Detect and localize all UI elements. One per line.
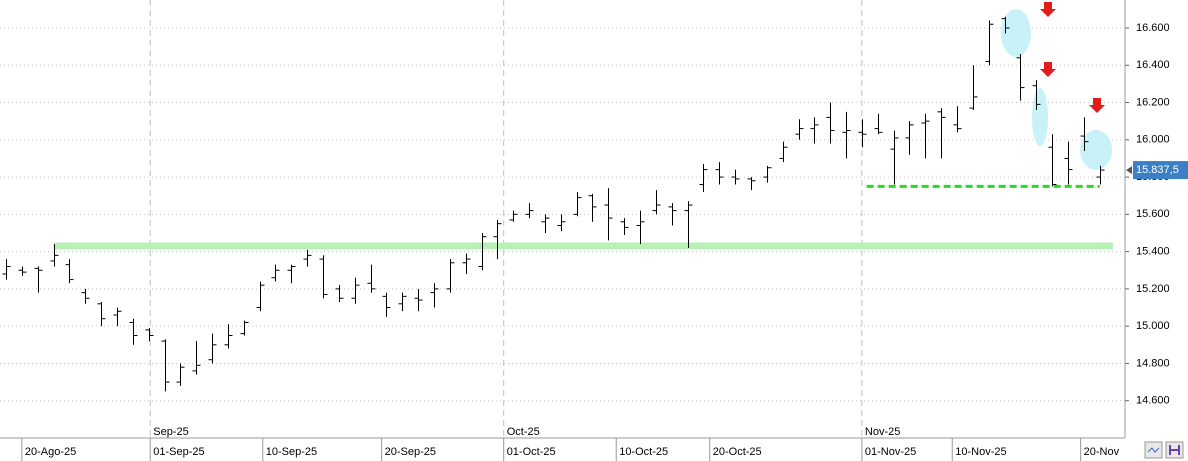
down-arrow [1040,62,1056,77]
x-tick-label: 01-Sep-25 [153,446,204,458]
x-tick-label: 20-Oct-25 [713,446,762,458]
x-tick-label: 10-Sep-25 [266,446,317,458]
highlight [1001,9,1031,57]
y-tick-label: 16.400 [1136,59,1170,71]
x-tick-label: 20-Nov [1084,446,1120,458]
x-tick-label: 10-Oct-25 [619,446,668,458]
annotations [1001,2,1112,170]
y-tick-label: 15.400 [1136,246,1170,258]
x-tick-label: 20-Sep-25 [385,446,436,458]
y-tick-label: 14.600 [1136,395,1170,407]
y-tick-label: 16.000 [1136,134,1170,146]
y-tick-label: 16.200 [1136,96,1170,108]
icon [1169,445,1180,455]
y-tick-label: 15.200 [1136,283,1170,295]
month-label: Oct-25 [507,426,540,438]
y-tick-label: 15.600 [1136,208,1170,220]
y-tick-label: 16.600 [1136,22,1170,34]
month-label: Nov-25 [865,426,900,438]
x-tick-label: 20-Ago-25 [25,446,76,458]
last-price-label: 15.837,5 [1136,164,1179,176]
month-label: Sep-25 [153,426,188,438]
x-tick-label: 01-Oct-25 [507,446,556,458]
highlight [1080,130,1112,170]
icon [1147,447,1160,453]
last-price-pointer [1126,166,1132,175]
down-arrow [1089,98,1105,113]
plot-area [0,0,1125,438]
last-price-box [1133,161,1188,180]
x-tick-label: 01-Nov-25 [865,446,916,458]
y-tick-label: 14.800 [1136,357,1170,369]
y-tick-label: 15.000 [1136,320,1170,332]
x-tick-label: 10-Nov-25 [955,446,1006,458]
highlight [1032,88,1048,146]
down-arrow [1040,2,1056,17]
